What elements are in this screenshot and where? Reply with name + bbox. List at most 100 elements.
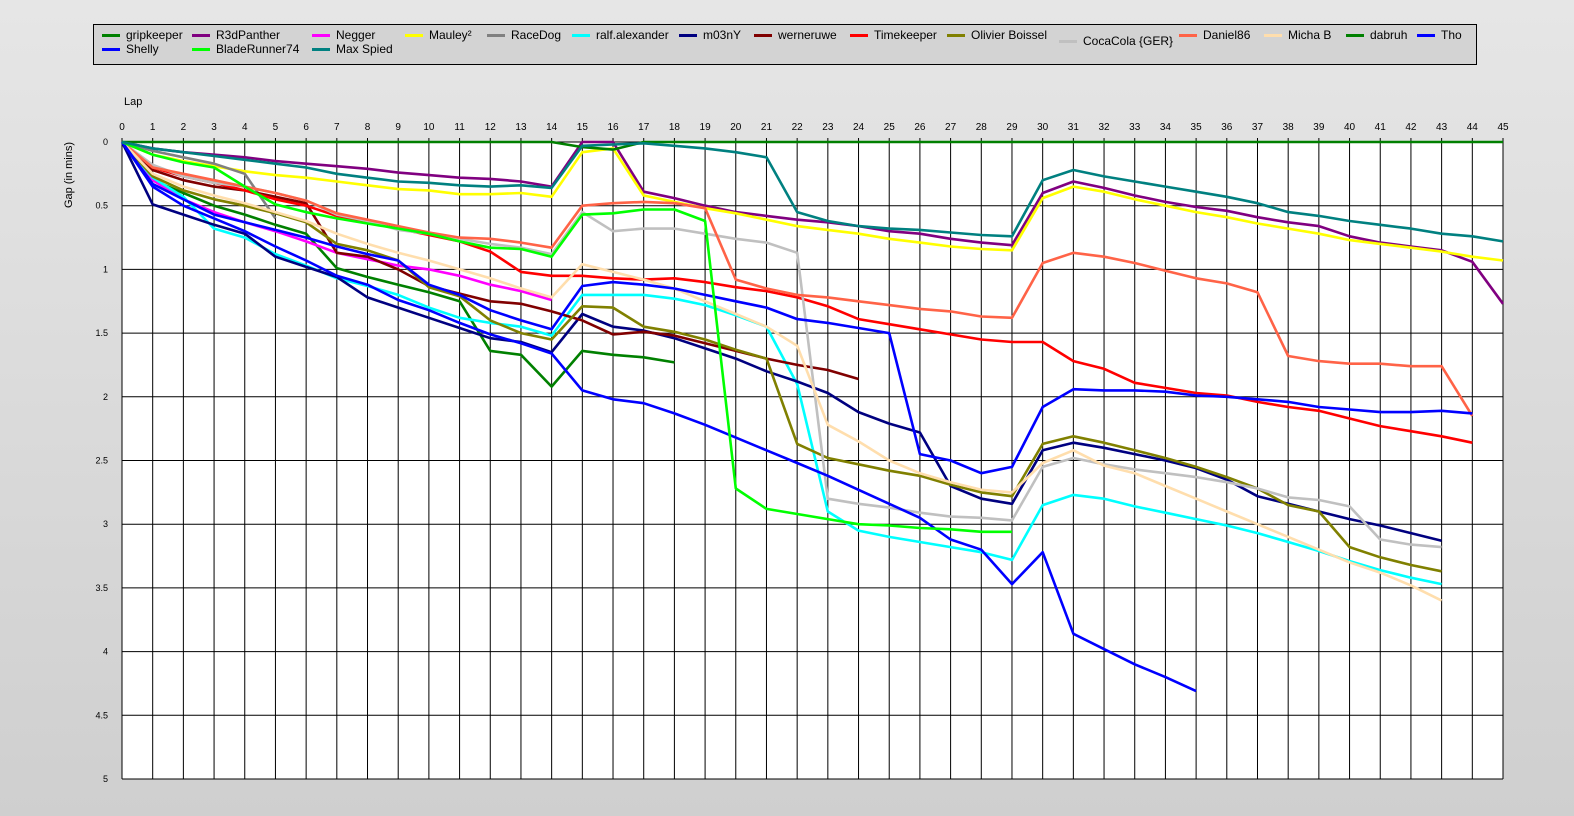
y-tick-label: 2 — [103, 392, 108, 402]
legend-item: Tho — [1417, 28, 1462, 42]
x-tick-label: 30 — [1037, 122, 1049, 133]
series-lines — [120, 140, 1505, 693]
legend-label: Max Spied — [336, 42, 393, 56]
series-line-shelly — [120, 141, 1197, 693]
series-line-max-spied — [121, 140, 1504, 243]
legend-item: Micha B — [1264, 28, 1331, 42]
series-line-bladerunner74 — [121, 140, 1012, 534]
y-tick-label: 2.5 — [95, 456, 108, 466]
x-tick-label: 3 — [211, 122, 217, 133]
y-tick-label: 4 — [103, 647, 108, 657]
legend-swatch — [102, 33, 120, 37]
x-tick-label: 18 — [669, 122, 681, 133]
series-line-r3dpanther — [121, 140, 1505, 305]
x-axis-label: Lap — [124, 96, 142, 108]
y-tick-label: 0.5 — [95, 201, 108, 211]
x-tick-label: 36 — [1221, 122, 1233, 133]
legend-item: BladeRunner74 — [192, 42, 299, 56]
x-tick-label: 2 — [181, 122, 187, 133]
x-tick-label: 14 — [546, 122, 558, 133]
grid — [121, 141, 1504, 780]
x-tick-label: 1 — [150, 122, 156, 133]
x-tick-label: 9 — [395, 122, 401, 133]
legend-item: gripkeeper — [102, 28, 183, 42]
x-tick-label: 45 — [1497, 122, 1509, 133]
legend-swatch — [1264, 33, 1282, 37]
legend-swatch — [102, 47, 120, 51]
legend-item: RaceDog — [487, 28, 561, 42]
legend-swatch — [312, 47, 330, 51]
x-tick-label: 21 — [761, 122, 773, 133]
x-tick-label: 43 — [1436, 122, 1448, 133]
legend-label: Shelly — [126, 42, 159, 56]
x-tick-label: 13 — [515, 122, 527, 133]
legend-label: Daniel86 — [1203, 28, 1251, 42]
y-tick-label: 5 — [103, 774, 108, 784]
legend-label: Mauley² — [429, 28, 472, 42]
legend-label: m03nY — [703, 28, 742, 42]
x-tick-label: 7 — [334, 122, 340, 133]
x-tick-label: 27 — [945, 122, 957, 133]
legend-label: CocaCola {GER} — [1083, 34, 1174, 48]
y-tick-label: 4.5 — [95, 710, 108, 720]
legend-swatch — [487, 33, 505, 37]
y-tick-label: 1.5 — [95, 328, 108, 338]
x-tick-label: 23 — [822, 122, 834, 133]
legend-item: ralf.alexander — [572, 28, 669, 42]
legend-item: Mauley² — [405, 28, 472, 42]
legend-swatch — [312, 33, 330, 37]
x-tick-label: 35 — [1191, 122, 1203, 133]
legend-swatch — [572, 33, 590, 37]
legend-label: Micha B — [1288, 28, 1332, 42]
x-tick-label: 24 — [853, 122, 865, 133]
x-tick-label: 39 — [1313, 122, 1325, 133]
x-tick-label: 25 — [884, 122, 896, 133]
x-tick-label: 34 — [1160, 122, 1172, 133]
legend-swatch — [754, 33, 772, 37]
x-tick-label: 42 — [1405, 122, 1417, 133]
legend-swatch — [947, 33, 965, 37]
legend-item: R3dPanther — [192, 28, 280, 42]
x-tick-label: 10 — [423, 122, 435, 133]
y-axis-label: Gap (in mins) — [63, 142, 75, 208]
series-line-olivier-boissel — [121, 141, 1442, 573]
series-line-tho — [120, 141, 1473, 475]
series-line-daniel86 — [121, 140, 1474, 417]
legend-swatch — [850, 33, 868, 37]
legend-item: Shelly — [102, 42, 159, 56]
legend-swatch — [192, 47, 210, 51]
legend-label: Timekeeper — [874, 28, 937, 42]
legend-item: Timekeeper — [850, 28, 937, 42]
series-line-m03ny — [120, 141, 1442, 543]
axis-ticks: 0 1 2 3 4 5 6 7 8 9 10 11 12 13 14 15 16 17 18 19 20 21 22 23 24… — [95, 122, 1509, 784]
x-tick-label: 22 — [792, 122, 804, 133]
series-line-mauley- — [121, 140, 1504, 262]
legend-label: Olivier Boissel — [971, 28, 1048, 42]
series-line-gripkeeper — [120, 141, 675, 388]
legend-swatch — [679, 33, 697, 37]
y-tick-label: 0 — [103, 137, 108, 147]
legend-swatch — [1417, 33, 1435, 37]
x-tick-label: 6 — [303, 122, 309, 133]
legend-label: BladeRunner74 — [216, 42, 300, 56]
y-tick-label: 3 — [103, 519, 108, 529]
legend-label: Negger — [336, 28, 376, 42]
x-tick-label: 38 — [1283, 122, 1295, 133]
legend-label: R3dPanther — [216, 28, 281, 42]
legend-item: CocaCola {GER} — [1059, 34, 1173, 48]
x-tick-label: 37 — [1252, 122, 1264, 133]
x-tick-label: 44 — [1467, 122, 1479, 133]
x-tick-label: 20 — [730, 122, 742, 133]
legend-swatch — [1059, 39, 1077, 43]
legend-item: Olivier Boissel — [947, 28, 1047, 42]
legend-item: Max Spied — [312, 42, 393, 56]
series-line-micha-b — [121, 141, 1443, 602]
x-tick-label: 28 — [976, 122, 988, 133]
y-tick-label: 3.5 — [95, 583, 108, 593]
legend-item: m03nY — [679, 28, 741, 42]
series-line-dabruh — [122, 140, 1503, 151]
x-tick-label: 32 — [1098, 122, 1110, 133]
x-tick-label: 19 — [700, 122, 712, 133]
x-tick-label: 0 — [119, 122, 125, 133]
